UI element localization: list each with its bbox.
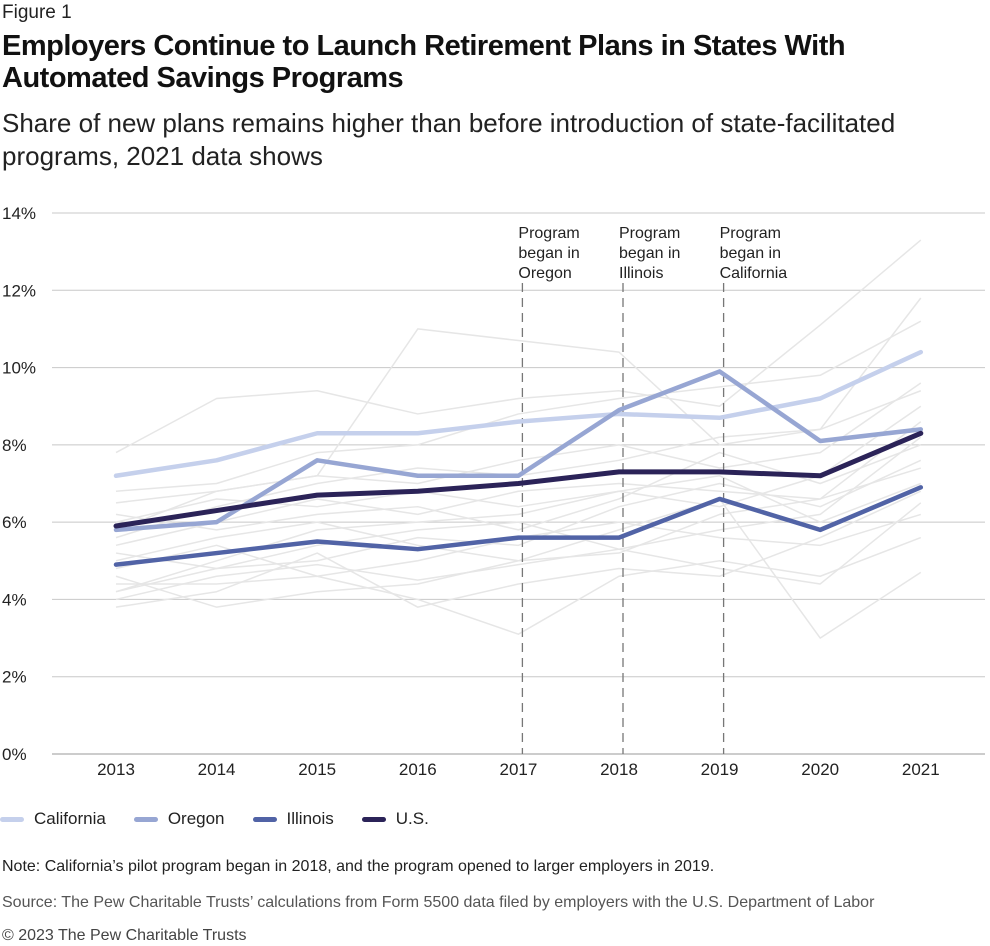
background-state-line: [115, 239, 922, 454]
program-start-label: began in: [518, 245, 579, 262]
x-tick-label: 2018: [600, 760, 638, 779]
figure-label: Figure 1: [2, 2, 72, 23]
program-start-label: Program: [720, 225, 781, 242]
legend-swatch-oregon: [133, 816, 158, 822]
background-state-line: [115, 467, 922, 608]
legend-item-illinois: Illinois: [252, 809, 334, 829]
legend-swatch-illinois: [252, 816, 277, 822]
program-start-label: Oregon: [518, 265, 571, 282]
chart-title: Employers Continue to Launch Retirement …: [2, 30, 846, 94]
series-line-illinois: [113, 485, 924, 567]
x-tick-label: 2016: [399, 760, 437, 779]
x-tick-label: 2019: [701, 760, 739, 779]
program-start-label: Program: [518, 225, 579, 242]
y-tick-label: 2%: [2, 668, 27, 687]
chart-subtitle: Share of new plans remains higher than b…: [2, 108, 896, 171]
copyright: © 2023 The Pew Charitable Trusts: [2, 927, 247, 944]
program-start-label: California: [720, 265, 788, 282]
line-chart: 0% 2% 4% 6% 8% 10% 12% 14% 2013 2014 2015 2016 2017 2…: [2, 204, 985, 779]
legend-swatch-us: [361, 816, 386, 822]
background-state-line: [115, 459, 922, 593]
series-line-us: [113, 430, 924, 529]
x-tick-label: 2021: [902, 760, 940, 779]
background-state-line: [115, 490, 922, 608]
legend-label-california: California: [34, 809, 106, 828]
legend-item-oregon: Oregon: [133, 809, 225, 829]
y-tick-label: 0%: [2, 745, 27, 764]
background-state-line: [115, 382, 922, 531]
y-tick-label: 12%: [2, 281, 36, 300]
program-start-label: Illinois: [619, 265, 663, 282]
x-tick-label: 2013: [97, 760, 135, 779]
y-tick-label: 10%: [2, 359, 36, 378]
background-state-line: [115, 390, 922, 539]
program-start-label: Program: [619, 225, 680, 242]
chart-legend: California Oregon Illinois U.S.: [0, 806, 457, 832]
chart-note: Note: California’s pilot program began i…: [2, 858, 715, 875]
background-state-line: [115, 421, 922, 547]
legend-item-california: California: [0, 809, 106, 829]
x-tick-label: 2014: [198, 760, 236, 779]
chart-source: Source: The Pew Charitable Trusts’ calcu…: [2, 894, 875, 911]
x-tick-label: 2020: [801, 760, 839, 779]
background-state-line: [115, 498, 922, 639]
background-state-line: [116, 536, 922, 635]
legend-item-us: U.S.: [361, 809, 429, 829]
y-tick-label: 6%: [2, 513, 27, 532]
y-tick-label: 8%: [2, 436, 27, 455]
y-tick-label: 14%: [2, 204, 36, 223]
legend-label-us: U.S.: [395, 809, 429, 828]
legend-swatch-california: [0, 816, 24, 822]
program-start-label: began in: [619, 245, 680, 262]
background-state-line: [115, 320, 922, 492]
program-start-label: began in: [720, 245, 781, 262]
background-state-line: [115, 502, 922, 601]
y-tick-label: 4%: [2, 590, 27, 609]
legend-label-oregon: Oregon: [167, 809, 225, 828]
x-tick-label: 2015: [298, 760, 336, 779]
legend-label-illinois: Illinois: [286, 809, 334, 828]
series-line-california: [113, 349, 924, 479]
x-tick-label: 2017: [499, 760, 537, 779]
series-line-oregon: [113, 369, 924, 533]
